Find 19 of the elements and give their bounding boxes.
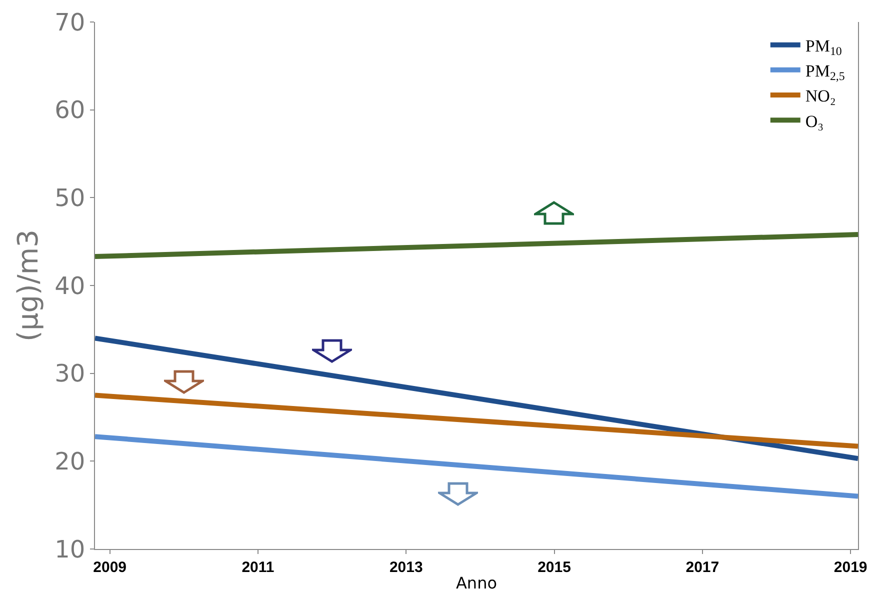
y-tick-label: 10 [54, 535, 86, 564]
legend-label: O₃ [805, 112, 824, 131]
y-tick-label: 70 [54, 8, 86, 36]
y-tick-label: 50 [54, 184, 86, 212]
legend-label: NO₂ [805, 86, 836, 106]
y-axis-title: (μg)/m3 [11, 230, 44, 342]
x-tick-label: 2019 [834, 559, 868, 576]
x-tick-label: 2015 [538, 559, 571, 576]
x-tick-label: 2017 [686, 559, 720, 576]
x-tick-label: 2013 [389, 559, 423, 576]
legend-label: PM$_{2,5}$ [805, 62, 845, 84]
y-tick-label: 20 [54, 448, 86, 476]
x-tick-label: 2011 [242, 559, 274, 576]
y-tick-label: 30 [54, 360, 86, 388]
y-tick-label: 60 [54, 96, 86, 124]
y-tick-label: 40 [54, 272, 86, 300]
legend-label: PM$_{10}$ [805, 36, 842, 58]
x-tick-label: 2009 [93, 559, 127, 576]
x-axis-title: Anno [456, 574, 498, 593]
